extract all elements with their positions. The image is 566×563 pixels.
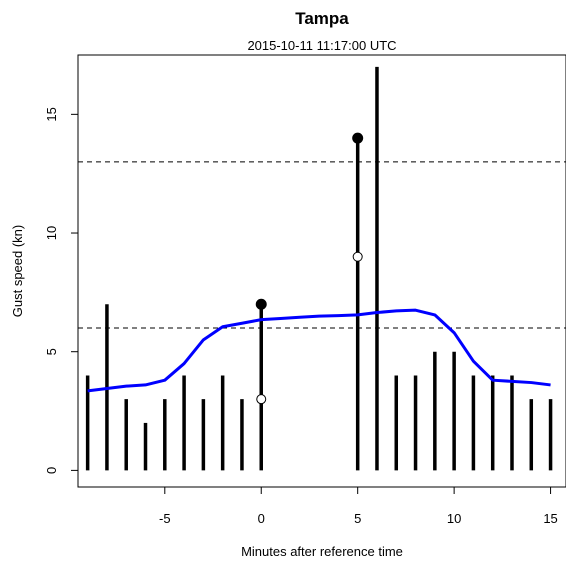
x-axis-label: Minutes after reference time (241, 544, 403, 559)
series-lines (87, 308, 551, 393)
x-axis: -5 0 5 10 15 (159, 486, 558, 526)
y-tick-label: 0 (44, 467, 59, 474)
gust-bars (85, 66, 553, 471)
y-axis: 0 5 10 15 (44, 107, 79, 474)
x-tick-label: 5 (354, 511, 361, 526)
x-tick-label: 10 (447, 511, 461, 526)
open-point (352, 251, 363, 262)
y-tick-label: 5 (44, 348, 59, 355)
x-tick-label: 0 (258, 511, 265, 526)
y-tick-label: 15 (44, 107, 59, 121)
reference-lines (78, 161, 566, 329)
filled-point (255, 298, 267, 310)
open-point (256, 394, 267, 405)
y-axis-label: Gust speed (kn) (10, 225, 25, 318)
x-tick-label: 15 (543, 511, 557, 526)
average-gust-line (87, 308, 551, 393)
filled-point (352, 132, 364, 144)
chart-subtitle: 2015-10-11 11:17:00 UTC (247, 38, 396, 53)
y-tick-label: 10 (44, 226, 59, 240)
x-tick-label: -5 (159, 511, 171, 526)
chart-title: Tampa (295, 9, 349, 28)
gust-points (255, 132, 364, 405)
